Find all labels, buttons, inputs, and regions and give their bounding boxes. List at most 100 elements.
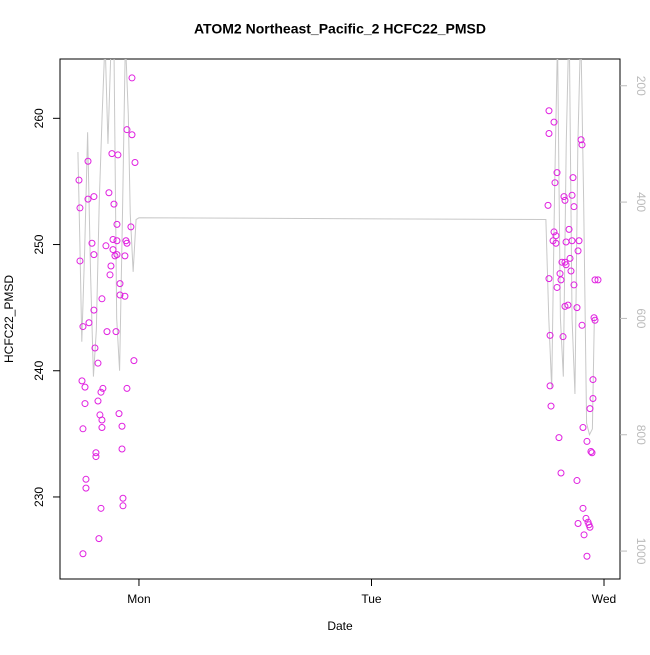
data-point — [79, 550, 87, 558]
data-point — [114, 151, 122, 159]
data-point — [95, 535, 103, 543]
data-point — [569, 174, 577, 182]
data-point — [594, 276, 602, 284]
data-point — [76, 204, 84, 212]
data-point — [82, 475, 90, 483]
data-point — [118, 445, 126, 453]
data-point — [113, 220, 121, 228]
data-point — [568, 237, 576, 245]
data-point — [84, 195, 92, 203]
data-point — [128, 74, 136, 82]
data-point — [560, 193, 568, 201]
data-point — [119, 502, 127, 510]
y-tick-label: 240 — [32, 360, 46, 380]
data-point — [84, 157, 92, 165]
data-point — [115, 410, 123, 418]
data-point — [552, 239, 560, 247]
data-point — [578, 141, 586, 149]
data-point — [90, 251, 98, 259]
x-tick-label: Mon — [127, 592, 150, 606]
data-point — [583, 437, 591, 445]
data-point — [578, 321, 586, 329]
y2-tick-label: 1000 — [634, 538, 648, 565]
data-point — [579, 424, 587, 432]
data-point — [127, 223, 135, 231]
data-point — [564, 301, 572, 309]
data-point — [118, 422, 126, 430]
data-point — [91, 344, 99, 352]
data-point — [121, 292, 129, 300]
y2-tick-label: 600 — [634, 308, 648, 328]
data-point — [586, 405, 594, 413]
data-point — [577, 136, 585, 144]
data-point — [109, 235, 117, 243]
data-point — [570, 281, 578, 289]
data-point — [553, 283, 561, 291]
data-point — [546, 382, 554, 390]
x-axis-label: Date — [327, 619, 353, 633]
data-point — [589, 395, 597, 403]
data-point — [92, 449, 100, 457]
y-tick-label: 230 — [32, 487, 46, 507]
data-point — [116, 291, 124, 299]
plot-frame — [59, 58, 621, 580]
y2-tick-label: 200 — [634, 76, 648, 96]
data-point — [99, 384, 107, 392]
data-point — [545, 107, 553, 115]
chart-title: ATOM2 Northeast_Pacific_2 HCFC22_PMSD — [194, 21, 486, 37]
data-point — [98, 295, 106, 303]
data-point — [547, 402, 555, 410]
y-tick-label: 260 — [32, 108, 46, 128]
data-point — [131, 158, 139, 166]
data-point — [110, 200, 118, 208]
data-point — [544, 201, 552, 209]
data-point — [97, 504, 105, 512]
data-point — [76, 257, 84, 265]
data-point — [586, 523, 594, 531]
data-point — [90, 193, 98, 201]
data-point — [562, 261, 570, 269]
data-point — [112, 328, 120, 336]
data-point — [109, 246, 117, 254]
data-point — [81, 400, 89, 408]
data-point — [557, 276, 565, 284]
data-point — [545, 275, 553, 283]
data-point — [588, 449, 596, 457]
x-tick-label: Wed — [592, 592, 616, 606]
data-point — [106, 271, 114, 279]
data-point — [550, 228, 558, 236]
plot-area — [75, 59, 602, 560]
data-point — [90, 306, 98, 314]
data-point — [121, 252, 129, 260]
data-point — [123, 384, 131, 392]
data-point — [583, 552, 591, 560]
data-point — [94, 397, 102, 405]
data-point — [567, 267, 575, 275]
data-point — [580, 531, 588, 539]
data-point — [570, 203, 578, 211]
data-point — [119, 494, 127, 502]
data-point — [550, 118, 558, 126]
data-point — [107, 262, 115, 270]
data-point — [553, 169, 561, 177]
data-point — [573, 304, 581, 312]
data-point — [587, 448, 595, 456]
data-point — [102, 242, 110, 250]
data-point — [92, 453, 100, 461]
data-point — [559, 333, 567, 341]
y-axis-label: HCFC22_PMSD — [2, 275, 16, 363]
data-point — [123, 126, 131, 134]
data-point — [574, 247, 582, 255]
data-point — [546, 331, 554, 339]
data-point — [568, 191, 576, 199]
data-point — [82, 484, 90, 492]
data-point — [94, 359, 102, 367]
data-point — [81, 383, 89, 391]
data-point — [552, 232, 560, 240]
data-point — [589, 376, 597, 384]
data-point — [128, 131, 136, 139]
data-point — [98, 416, 106, 424]
data-point — [582, 514, 590, 522]
